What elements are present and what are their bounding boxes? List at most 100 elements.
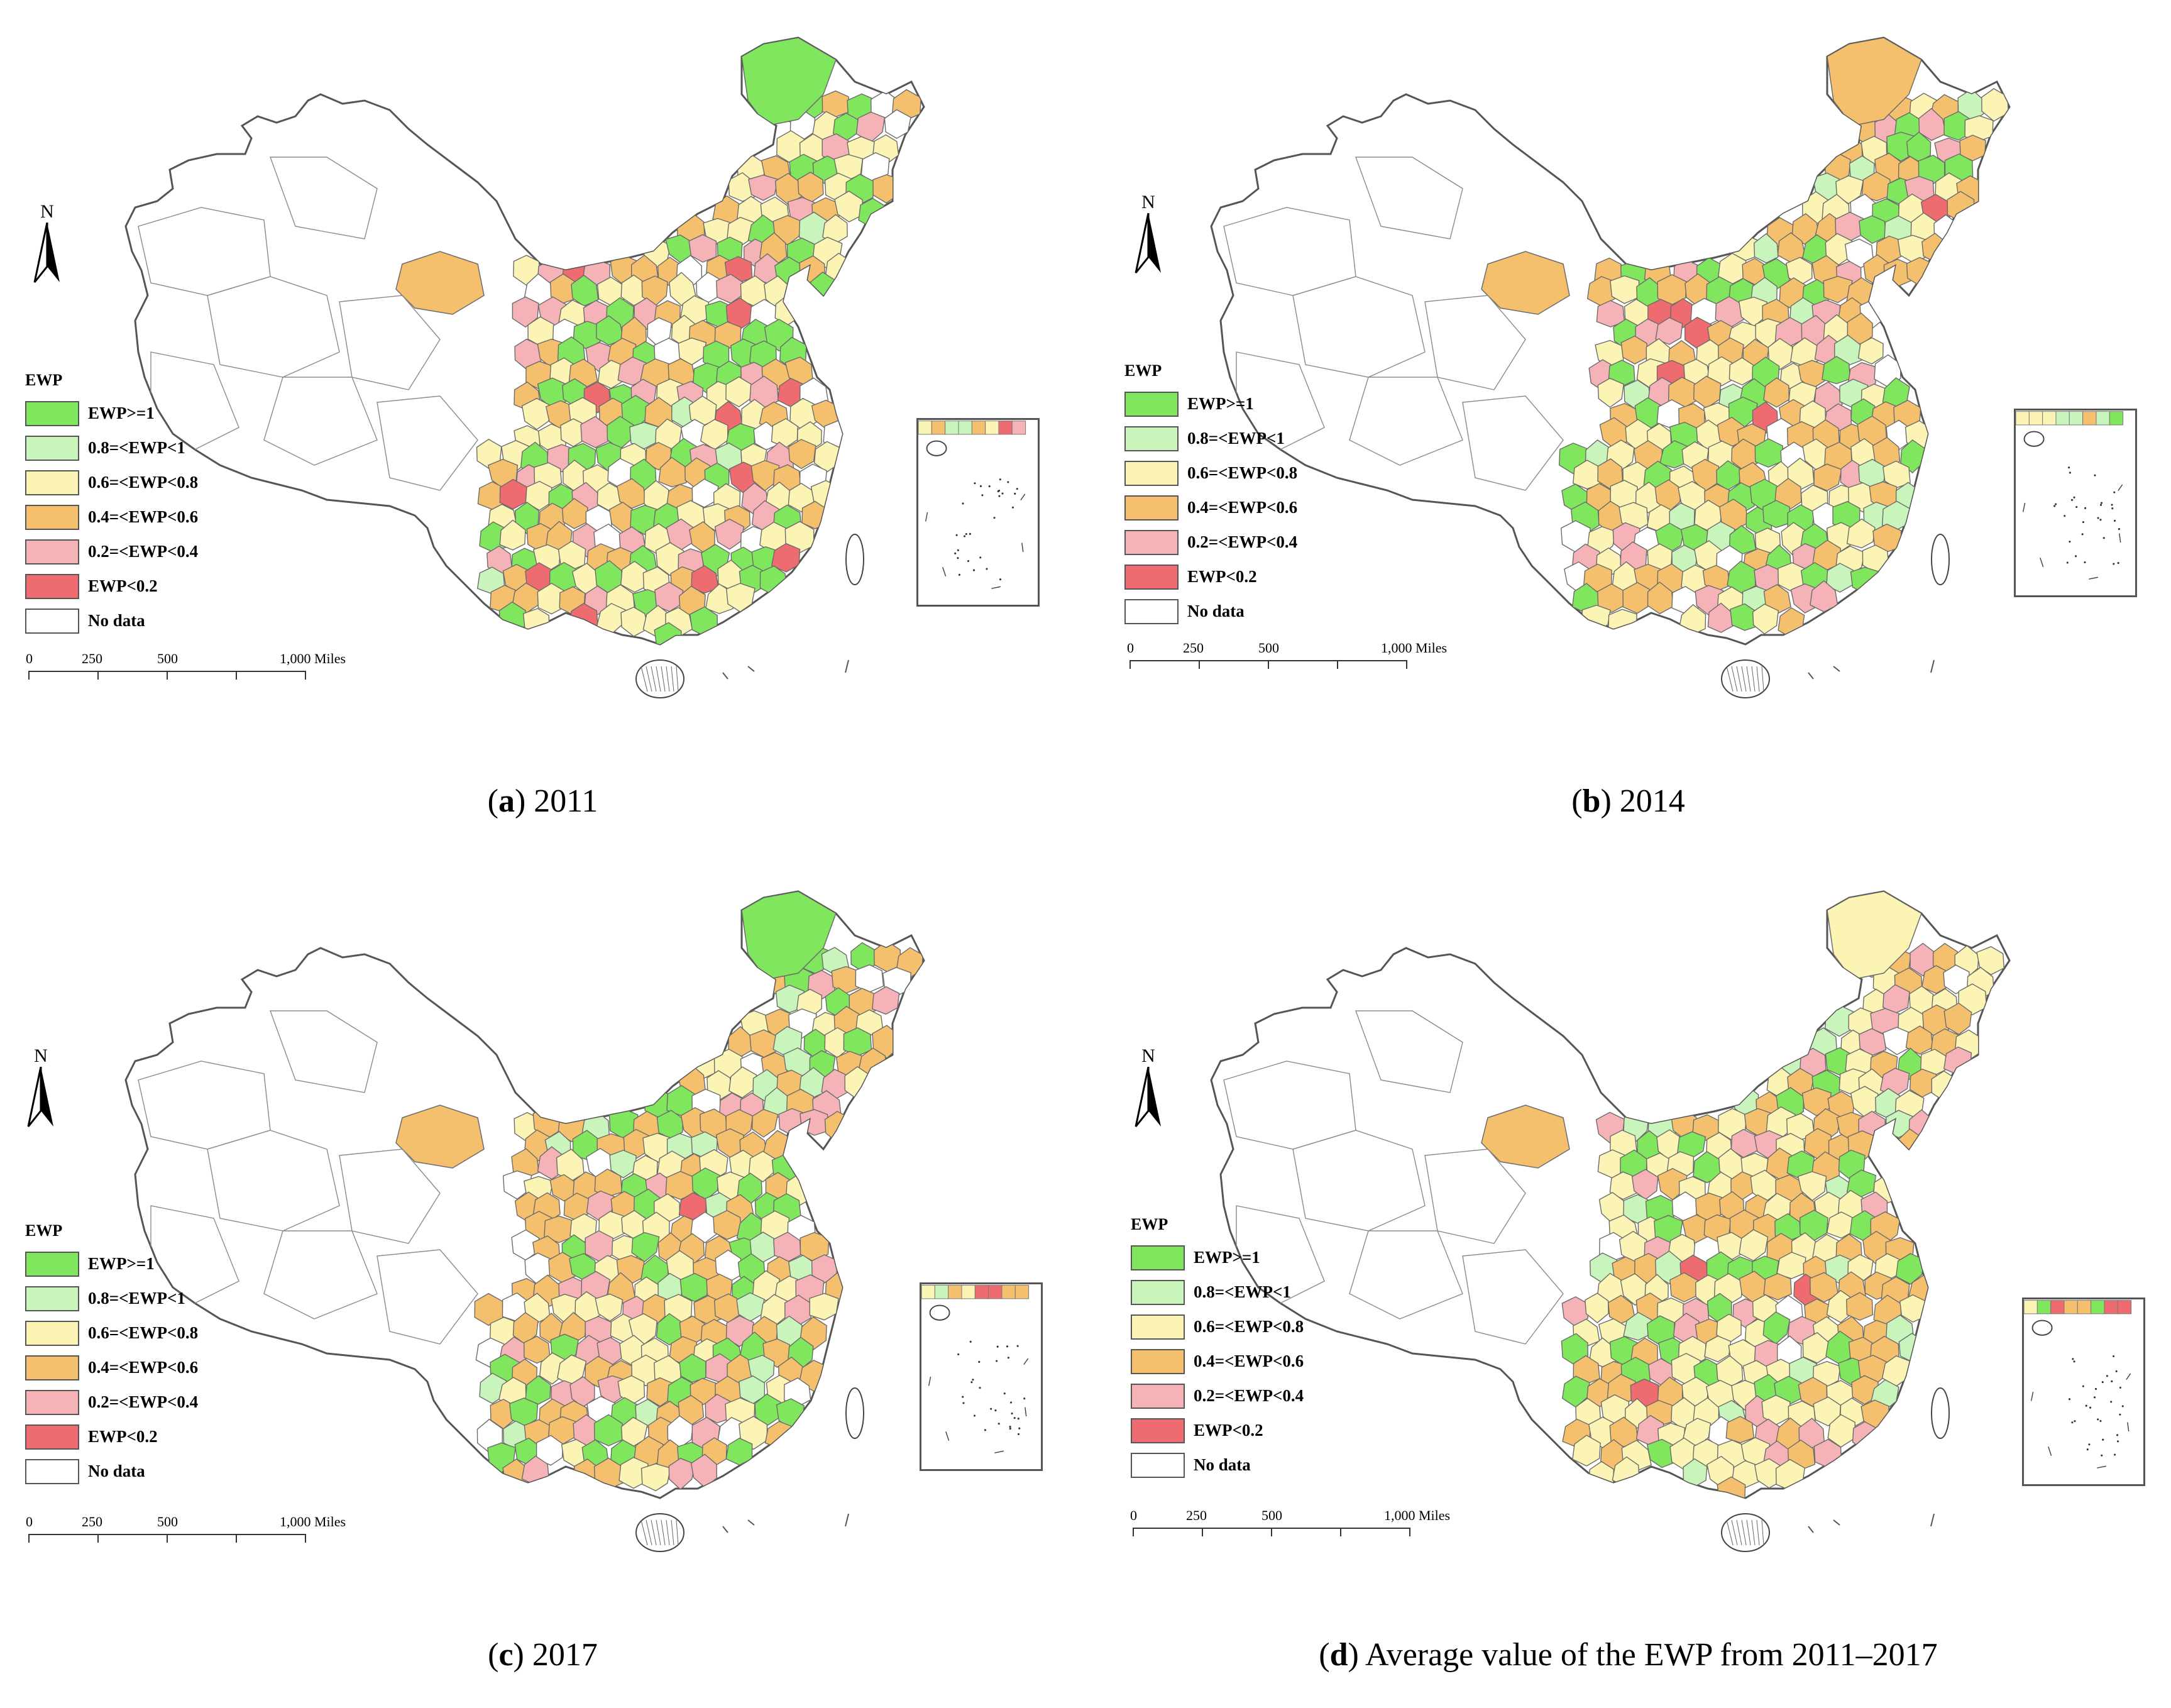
- prefecture-unit: [655, 542, 684, 576]
- scale-tick: [167, 1534, 168, 1543]
- region-boundary: [339, 1149, 441, 1244]
- inset-unit: [2016, 411, 2030, 426]
- island-boundary: [1751, 1519, 1756, 1546]
- legend-label: EWP>=1: [1187, 394, 1254, 413]
- prefecture-unit: [1918, 107, 1947, 141]
- prefecture-unit: [1958, 983, 1987, 1016]
- panel-caption: (c) 2017: [488, 1637, 598, 1673]
- inset-island: [2101, 1454, 2103, 1457]
- island-boundary: [676, 666, 679, 692]
- legend-label: 0.4=<EWP<0.6: [1194, 1352, 1304, 1370]
- island-boundary: [1751, 666, 1756, 692]
- inset-island: [1018, 1427, 1021, 1430]
- inset-dash: [2040, 558, 2044, 568]
- legend-item-no-data: No data: [1131, 1448, 1304, 1482]
- legend-swatch: [1131, 1314, 1185, 1340]
- inset-unit: [2091, 1300, 2105, 1314]
- legend-item-ge1: EWP>=1: [1131, 1240, 1304, 1275]
- inset-island: [978, 1360, 981, 1363]
- inset-unit: [2042, 411, 2057, 426]
- prefecture-unit: [1776, 1252, 1806, 1279]
- prefecture-unit: [596, 315, 624, 346]
- island-boundary: [1731, 1519, 1738, 1546]
- north-letter: N: [40, 201, 54, 222]
- inset-island: [2069, 471, 2071, 474]
- inset-island: [2084, 561, 2086, 564]
- hainan-island: [635, 659, 684, 698]
- inset-island: [2100, 502, 2103, 504]
- inset-island: [957, 557, 959, 559]
- region-boundary: [263, 1230, 378, 1320]
- inset-unit: [1014, 1285, 1030, 1299]
- inset-island: [962, 1402, 965, 1404]
- inset-island: [1006, 1345, 1009, 1348]
- legend-title: EWP: [1124, 361, 1162, 380]
- scale-label: 500: [157, 651, 178, 666]
- inset-island: [2102, 1438, 2104, 1441]
- inset-unit: [974, 1285, 989, 1299]
- legend-label: 0.6=<EWP<0.8: [88, 1323, 199, 1342]
- region-boundary: [270, 1010, 378, 1093]
- inset-dash: [2119, 533, 2121, 543]
- inset-island: [988, 485, 991, 488]
- inset-unit: [2036, 1300, 2052, 1314]
- inset-hainan: [929, 1304, 950, 1321]
- north-letter: N: [1141, 1045, 1155, 1066]
- south-china-sea-inset: [2014, 409, 2137, 597]
- inset-unit: [2024, 1300, 2038, 1314]
- scale-label: 0: [26, 1514, 33, 1529]
- legend-label: EWP<0.2: [1187, 567, 1257, 586]
- legend-item-08-1: 0.8=<EWP<1: [1131, 1275, 1304, 1309]
- legend-label: No data: [88, 1462, 145, 1480]
- prefecture-units: [1223, 38, 2009, 639]
- prefecture-unit: [1725, 1416, 1755, 1443]
- legend-label: EWP>=1: [88, 1254, 155, 1273]
- prefecture-unit: [1717, 1476, 1746, 1498]
- island-boundary: [1736, 666, 1742, 692]
- inset-unit: [945, 421, 959, 435]
- island-boundary: [1756, 666, 1760, 692]
- region-boundary: [1292, 276, 1426, 378]
- legend-label: EWP<0.2: [88, 1427, 158, 1446]
- scale-tick: [1271, 1528, 1272, 1536]
- prefecture-unit: [1752, 603, 1779, 635]
- prefecture-unit: [525, 480, 553, 511]
- legend-label: No data: [1194, 1455, 1251, 1474]
- prefecture-unit: [1669, 1272, 1698, 1303]
- inset-island: [2073, 1360, 2075, 1363]
- region-boundary: [1424, 295, 1526, 390]
- inset-map: [2024, 1300, 2132, 1468]
- prefecture-unit: [617, 478, 647, 509]
- legend-swatch: [25, 1286, 79, 1311]
- legend-item-06-08: 0.6=<EWP<0.8: [25, 1316, 198, 1350]
- inset-dash: [925, 512, 928, 522]
- inset-hainan: [926, 440, 947, 456]
- legend-swatch: [1131, 1418, 1185, 1443]
- scale-tick: [167, 671, 168, 680]
- island-boundary: [646, 666, 652, 692]
- island-boundary: [1731, 666, 1738, 692]
- inset-island: [2069, 541, 2071, 543]
- region-boundary: [1462, 395, 1564, 491]
- prefecture-unit: [725, 1437, 753, 1466]
- inset-unit: [2117, 1300, 2132, 1314]
- inset-island: [957, 549, 959, 551]
- inset-island: [2113, 1355, 2115, 1357]
- inset-island: [2115, 1370, 2118, 1372]
- inset-island: [2055, 503, 2057, 505]
- legend-swatch: [25, 1458, 79, 1484]
- hainan-island: [635, 1513, 684, 1552]
- inset-island: [1014, 492, 1016, 495]
- legend-label: EWP<0.2: [88, 576, 158, 595]
- inset-island: [2084, 507, 2087, 509]
- inset-island: [2113, 491, 2116, 493]
- map-svg: [1210, 36, 2011, 698]
- prefecture-unit: [1859, 215, 1887, 245]
- island-boundary: [656, 666, 661, 692]
- prefecture-unit: [631, 1231, 660, 1262]
- island-boundary: [676, 1519, 679, 1546]
- prefecture-unit: [834, 190, 863, 223]
- inset-island: [979, 1387, 981, 1389]
- hainan-island: [1721, 1513, 1770, 1552]
- inset-island: [2099, 519, 2102, 521]
